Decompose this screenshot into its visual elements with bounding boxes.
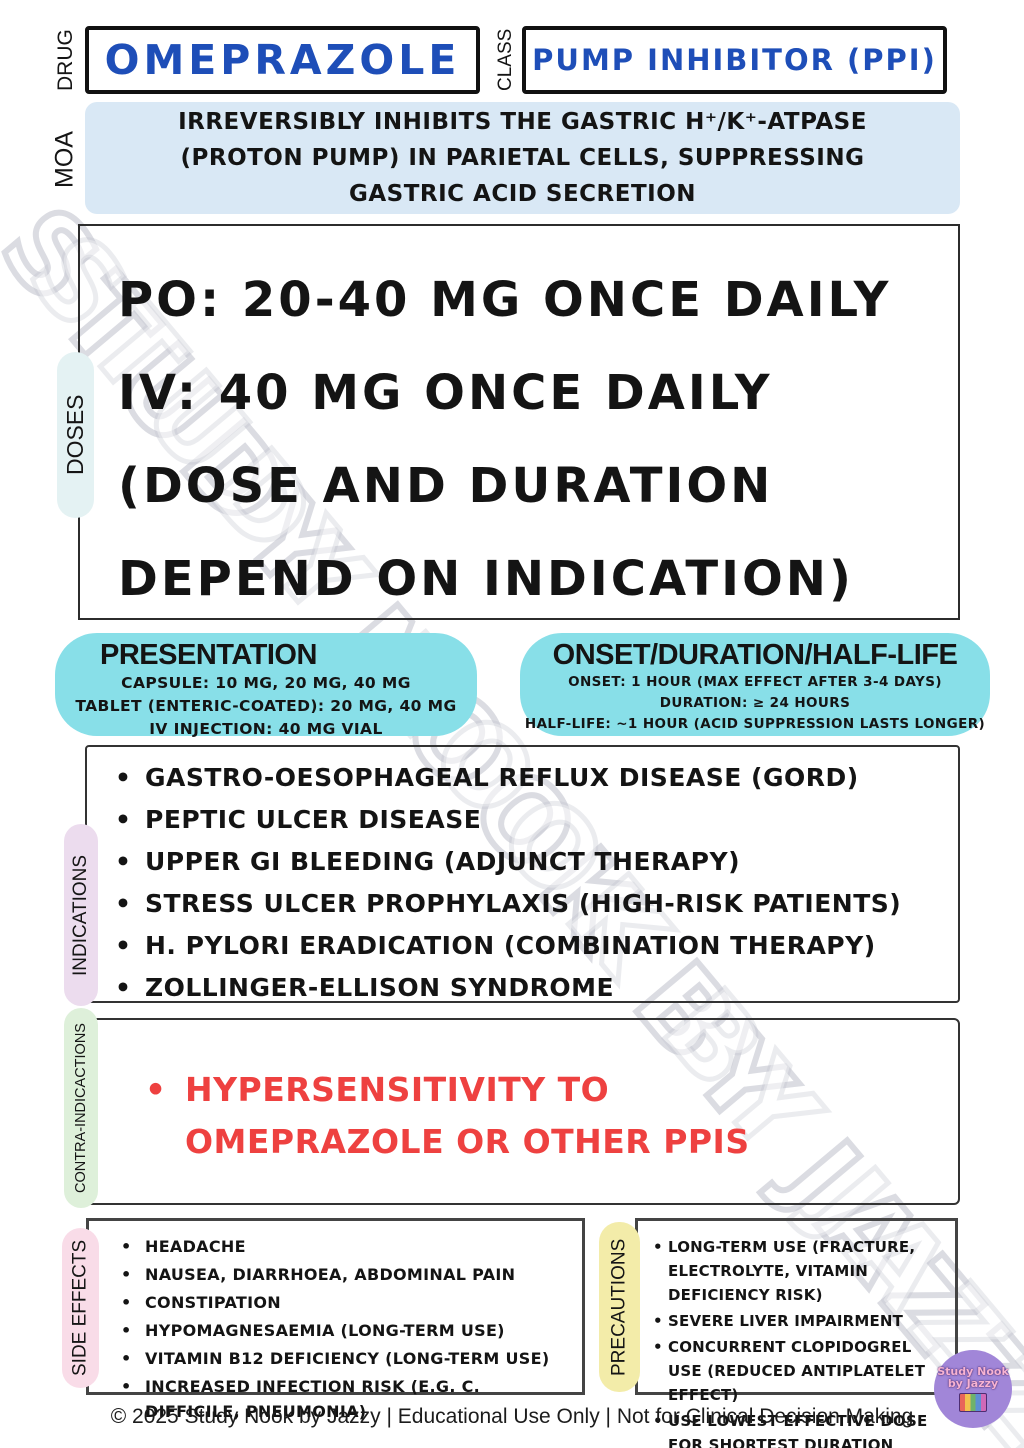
- dose-note-line-2: DEPEND ON INDICATION): [118, 551, 854, 607]
- indication-item: H. PYLORI ERADICATION (COMBINATION THERA…: [87, 931, 958, 961]
- doses-label: DOSES: [57, 352, 94, 518]
- side-effect-item: NAUSEA, DIARRHOEA, ABDOMINAL PAIN: [89, 1262, 579, 1287]
- precaution-item: LONG-TERM USE (FRACTURE, ELECTROLYTE, VI…: [646, 1235, 947, 1307]
- indications-label: INDICATIONS: [64, 824, 98, 1006]
- doses-box: PO: 20-40 MG ONCE DAILY IV: 40 MG ONCE D…: [78, 224, 960, 620]
- side-effect-item: HEADACHE: [89, 1234, 579, 1259]
- indication-item: STRESS ULCER PROPHYLAXIS (HIGH-RISK PATI…: [87, 889, 958, 919]
- presentation-line-capsule: CAPSULE: 10 MG, 20 MG, 40 MG: [121, 674, 411, 692]
- copyright-footer: © 2025 Study Nook by Jazzy | Educational…: [110, 1405, 914, 1428]
- moa-text: IRREVERSIBLY INHIBITS THE GASTRIC H⁺/K⁺-…: [178, 109, 867, 207]
- presentation-title: PRESENTATION: [100, 639, 317, 671]
- precaution-item: USE LOWEST EFFECTIVE DOSE FOR SHORTEST D…: [646, 1409, 947, 1448]
- drug-field-label: DRUG: [54, 29, 77, 91]
- drug-name-box: OMEPRAZOLE: [85, 26, 480, 94]
- dose-note-line-1: (DOSE AND DURATION: [118, 458, 774, 514]
- precaution-item: CONCURRENT CLOPIDOGREL USE (REDUCED ANTI…: [646, 1335, 947, 1407]
- contraindication-item: HYPERSENSITIVITY TO OMEPRAZOLE OR OTHER …: [139, 1064, 879, 1168]
- dose-line-iv: IV: 40 MG ONCE DAILY: [118, 365, 773, 421]
- contraindications-box: HYPERSENSITIVITY TO OMEPRAZOLE OR OTHER …: [85, 1018, 960, 1205]
- drug-class-box: PUMP INHIBITOR (PPI): [522, 26, 947, 94]
- moa-label: MOA: [50, 131, 79, 189]
- contraindications-list: HYPERSENSITIVITY TO OMEPRAZOLE OR OTHER …: [139, 1064, 879, 1168]
- onset-line: ONSET: 1 HOUR (MAX EFFECT AFTER 3-4 DAYS…: [568, 674, 942, 690]
- indication-item: PEPTIC ULCER DISEASE: [87, 805, 958, 835]
- indication-item: UPPER GI BLEEDING (ADJUNCT THERAPY): [87, 847, 958, 877]
- indication-item: ZOLLINGER-ELLISON SYNDROME: [87, 973, 958, 1003]
- class-field-label: CLASS: [495, 28, 516, 92]
- onset-title: ONSET/DURATION/HALF-LIFE: [552, 639, 958, 671]
- presentation-line-iv: IV INJECTION: 40 MG VIAL: [149, 720, 383, 738]
- indications-list: GASTRO-OESOPHAGEAL REFLUX DISEASE (GORD)…: [87, 763, 958, 1003]
- presentation-box: PRESENTATION CAPSULE: 10 MG, 20 MG, 40 M…: [55, 633, 477, 738]
- precautions-list: LONG-TERM USE (FRACTURE, ELECTROLYTE, VI…: [646, 1235, 947, 1448]
- contraindications-label: CONTRA-INDICACTIONS: [64, 1008, 98, 1208]
- study-nook-logo: Study Nook by Jazzy: [934, 1350, 1012, 1428]
- side-effects-list: HEADACHE NAUSEA, DIARRHOEA, ABDOMINAL PA…: [89, 1234, 579, 1424]
- indication-item: GASTRO-OESOPHAGEAL REFLUX DISEASE (GORD): [87, 763, 958, 793]
- side-effect-item: HYPOMAGNESAEMIA (LONG-TERM USE): [89, 1318, 579, 1343]
- presentation-line-tablet: TABLET (ENTERIC-COATED): 20 MG, 40 MG: [75, 697, 457, 715]
- logo-text-line-1: Study Nook: [937, 1365, 1009, 1378]
- dose-line-po: PO: 20-40 MG ONCE DAILY: [118, 272, 892, 328]
- moa-box: IRREVERSIBLY INHIBITS THE GASTRIC H⁺/K⁺-…: [85, 102, 960, 214]
- side-effect-item: INCREASED INFECTION RISK (E.G. C. DIFFIC…: [89, 1374, 579, 1424]
- logo-text-line-2: by Jazzy: [947, 1377, 999, 1390]
- side-effects-box: HEADACHE NAUSEA, DIARRHOEA, ABDOMINAL PA…: [86, 1218, 585, 1421]
- half-life-line: HALF-LIFE: ~1 HOUR (ACID SUPPRESSION LAS…: [524, 716, 986, 732]
- side-effect-item: VITAMIN B12 DEFICIENCY (LONG-TERM USE): [89, 1346, 579, 1371]
- drug-name: OMEPRAZOLE: [104, 36, 461, 84]
- precautions-box: LONG-TERM USE (FRACTURE, ELECTROLYTE, VI…: [635, 1218, 958, 1448]
- indications-box: GASTRO-OESOPHAGEAL REFLUX DISEASE (GORD)…: [85, 745, 960, 1003]
- drug-class: PUMP INHIBITOR (PPI): [532, 43, 937, 77]
- precaution-item: SEVERE LIVER IMPAIRMENT: [646, 1309, 947, 1333]
- side-effects-label: SIDE EFFECTS: [62, 1228, 99, 1388]
- duration-line: DURATION: ≥ 24 HOURS: [659, 695, 851, 711]
- onset-box: ONSET/DURATION/HALF-LIFE ONSET: 1 HOUR (…: [520, 633, 990, 736]
- precautions-label: PRECAUTIONS: [599, 1222, 640, 1392]
- bookshelf-icon: [959, 1393, 987, 1412]
- side-effect-item: CONSTIPATION: [89, 1290, 579, 1315]
